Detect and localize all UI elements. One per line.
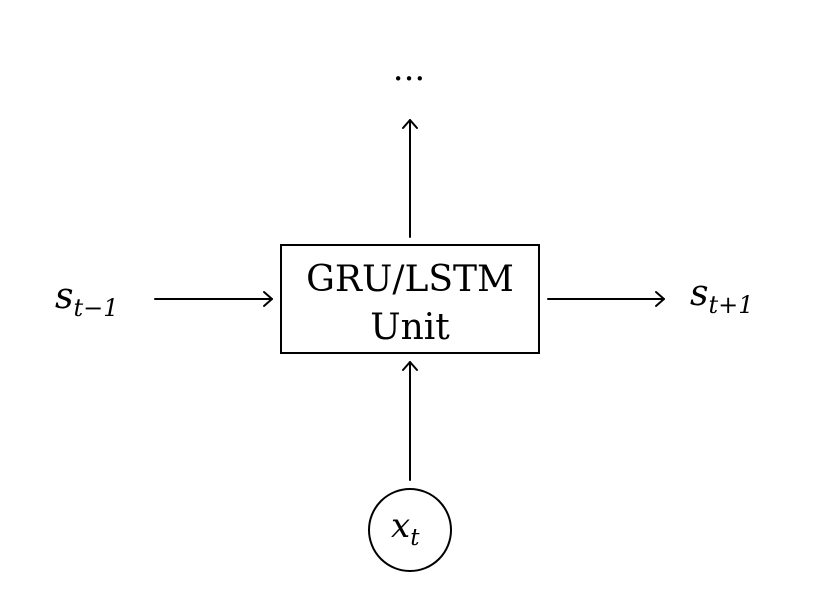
input-main: x bbox=[391, 506, 410, 546]
arrow-unit-to-output bbox=[402, 119, 418, 238]
next-state-label: st+1 bbox=[690, 273, 754, 319]
arrow-input-to-unit bbox=[402, 361, 418, 481]
output-ellipsis: ... bbox=[393, 49, 425, 89]
prev-state-label: st−1 bbox=[55, 276, 119, 322]
unit-box bbox=[280, 244, 540, 354]
arrow-prev-to-unit bbox=[154, 291, 273, 307]
next-state-main: s bbox=[690, 273, 708, 314]
next-state-subscript: t+1 bbox=[708, 291, 753, 319]
prev-state-main: s bbox=[55, 276, 73, 317]
input-node bbox=[368, 488, 452, 572]
arrow-unit-to-next bbox=[547, 291, 665, 307]
unit-label-line1: GRU/LSTM bbox=[306, 259, 514, 300]
input-label: xt bbox=[391, 506, 420, 551]
prev-state-subscript: t−1 bbox=[73, 294, 118, 322]
input-subscript: t bbox=[410, 525, 420, 551]
unit-label-line2: Unit bbox=[370, 307, 450, 348]
